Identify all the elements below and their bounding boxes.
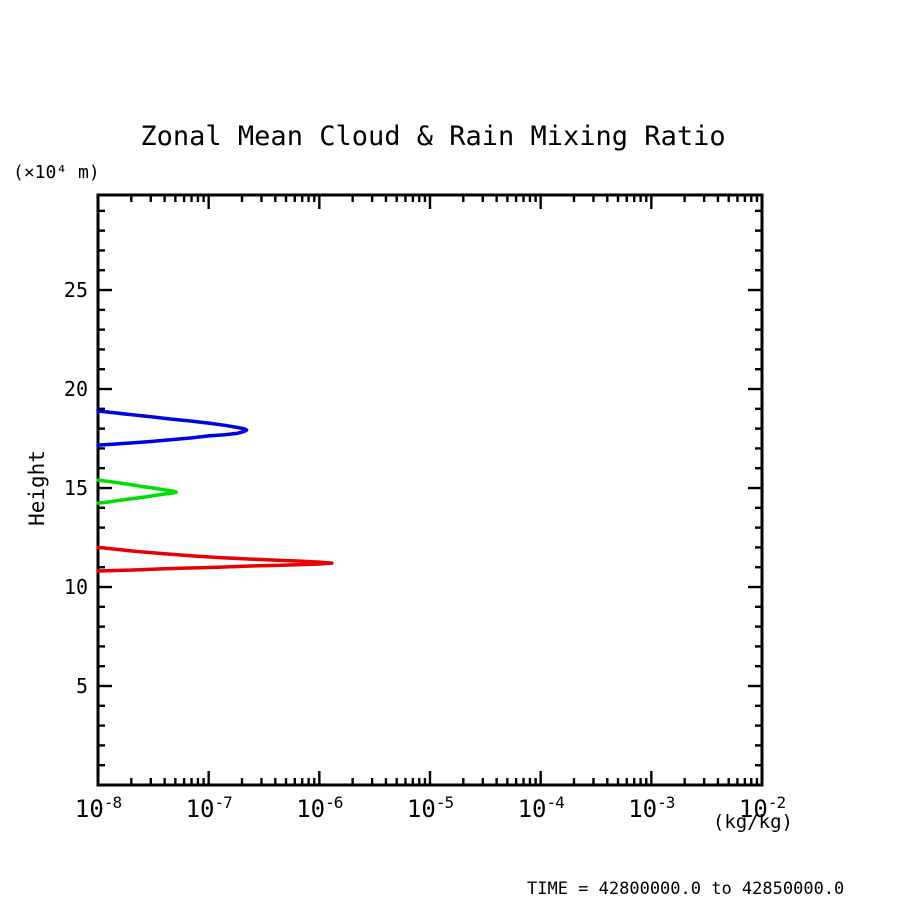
y-axis-unit-label: (×10⁴ m): [13, 162, 100, 183]
x-tick-label-base: 10: [296, 795, 326, 823]
contour-blue-upper-layer: [96, 409, 249, 447]
x-tick-label-exponent: -2: [767, 793, 786, 812]
y-tick-label: 10: [63, 575, 88, 599]
x-tick-label-base: 10: [406, 795, 436, 823]
chart-title: Zonal Mean Cloud & Rain Mixing Ratio: [140, 121, 726, 152]
x-tick-label-exponent: -8: [103, 793, 122, 812]
x-tick-label-base: 10: [738, 795, 768, 823]
x-tick-label: 10-8: [72, 789, 124, 823]
plot-frame: [96, 193, 764, 787]
x-tick-label: 10-7: [183, 789, 235, 823]
contour-green-middle-layer: [96, 478, 179, 505]
x-tick-label: 10-3: [625, 789, 677, 823]
x-tick-label: 10-2: [736, 789, 788, 823]
y-tick-label: 15: [63, 476, 88, 501]
x-tick-label-base: 10: [74, 795, 104, 823]
x-tick-label: 10-6: [293, 789, 345, 823]
x-tick-label-exponent: -5: [435, 793, 454, 812]
x-tick-label: 10-5: [404, 789, 456, 823]
x-tick-label-exponent: -7: [214, 793, 232, 812]
x-tick-label-base: 10: [185, 795, 215, 823]
x-tick-label-base: 10: [628, 795, 658, 823]
x-axis-unit-label: (kg/kg): [712, 811, 793, 833]
contour-red-lower-layer: [96, 545, 334, 573]
x-tick-label-exponent: -6: [325, 793, 343, 812]
x-tick-label-exponent: -4: [546, 793, 564, 812]
x-tick-label: 10-4: [515, 789, 567, 823]
x-tick-label-exponent: -3: [657, 793, 675, 812]
time-range-label: TIME = 42800000.0 to 42850000.0: [527, 879, 845, 899]
x-tick-label-base: 10: [517, 795, 547, 823]
y-tick-label: 20: [63, 377, 88, 402]
y-tick-label: 5: [75, 674, 88, 698]
y-tick-label: 25: [63, 278, 88, 303]
